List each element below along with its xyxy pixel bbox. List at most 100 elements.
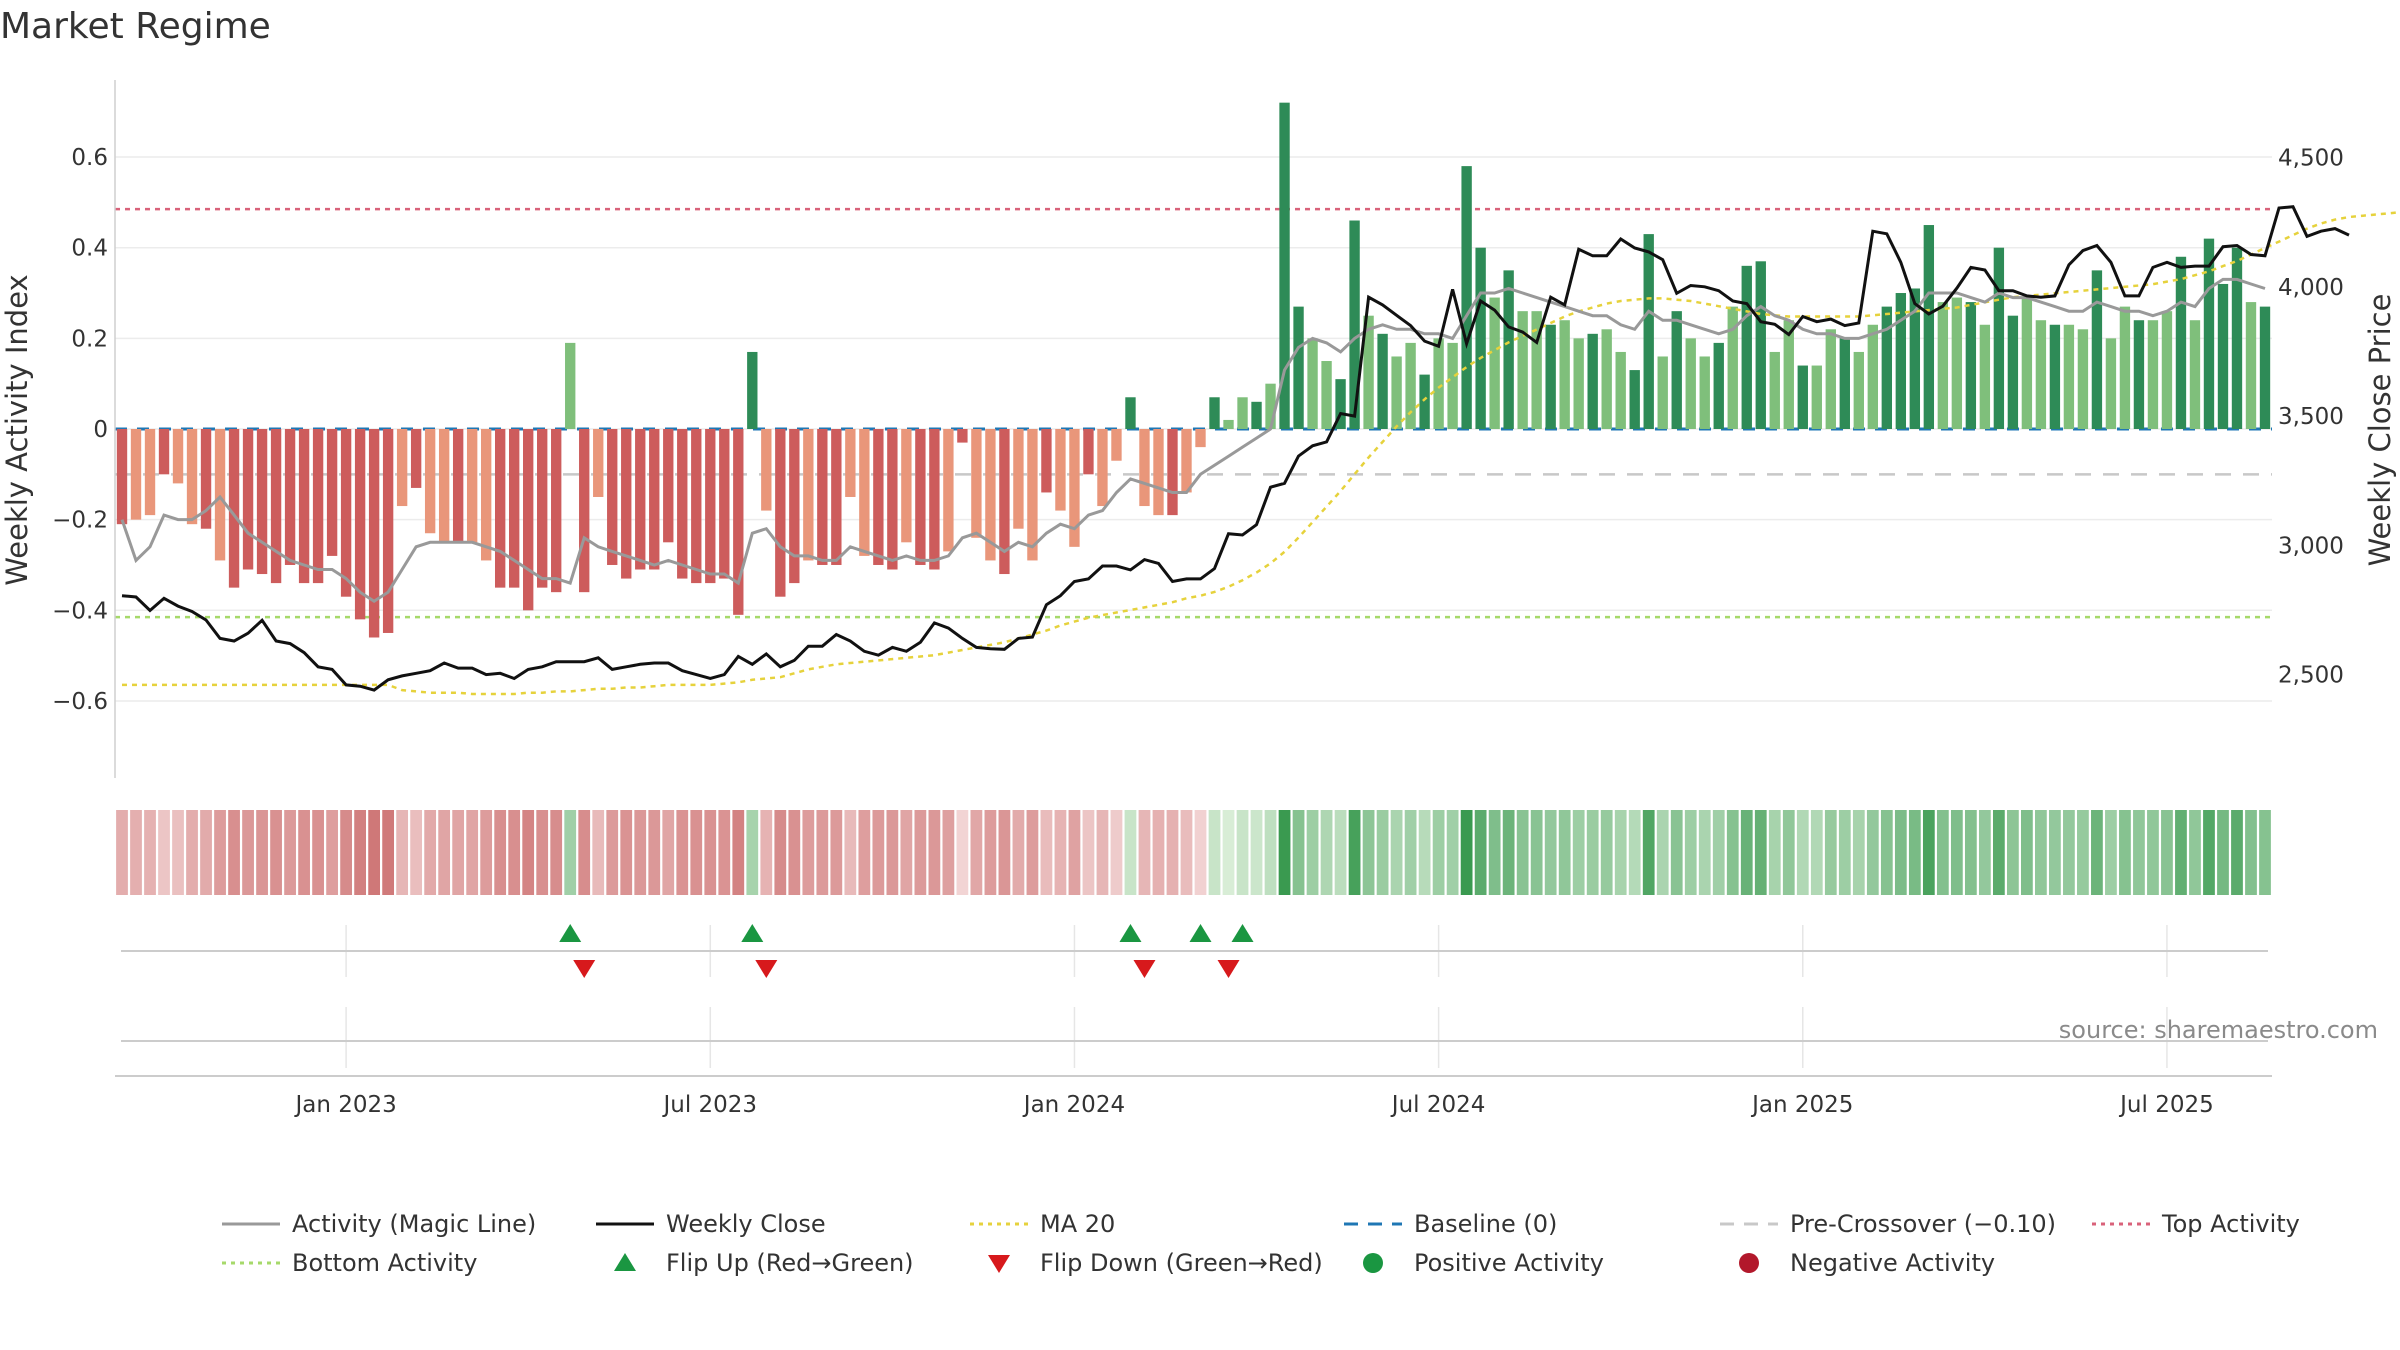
activity-bar [1923, 225, 1935, 429]
regime-cell [298, 810, 310, 895]
regime-cell [424, 810, 437, 895]
legend-item: Flip Up (Red→Green) [614, 1249, 914, 1277]
regime-cell [2175, 810, 2187, 895]
flip-down-marker [1133, 960, 1156, 978]
activity-bar [1265, 383, 1276, 429]
regime-cell [466, 810, 479, 895]
regime-cell [536, 810, 549, 895]
regime-cell [1488, 810, 1501, 895]
regime-cell [2035, 810, 2047, 895]
regime-cell [1334, 810, 1347, 895]
regime-cell [438, 810, 451, 895]
regime-cell [886, 810, 899, 895]
legend-label: Top Activity [2161, 1210, 2300, 1238]
activity-bar [635, 429, 646, 570]
activity-bar [1349, 220, 1360, 429]
regime-cell [984, 810, 997, 895]
regime-cell [242, 810, 254, 895]
regime-cell [914, 810, 927, 895]
activity-bar [565, 342, 576, 429]
activity-bar [1811, 365, 1822, 429]
regime-cell [1698, 810, 1711, 895]
activity-bar [1839, 338, 1850, 429]
regime-cell [1320, 810, 1333, 895]
regime-cell [2259, 810, 2271, 895]
ma20-line [122, 211, 2400, 696]
regime-cell [1110, 810, 1123, 895]
regime-cell [382, 810, 395, 895]
activity-bar [509, 429, 520, 588]
flip-down-marker [573, 960, 596, 978]
activity-bar [1111, 429, 1122, 461]
regime-cell [788, 810, 801, 895]
x-tick-label: Jul 2023 [661, 1092, 757, 1118]
regime-cell [1068, 810, 1081, 895]
regime-cell [816, 810, 829, 895]
y-left-tick-label: 0.6 [71, 145, 108, 171]
legend-label: Baseline (0) [1414, 1210, 1557, 1238]
legend-item: Baseline (0) [1344, 1210, 1557, 1238]
regime-cell [662, 810, 675, 895]
regime-cell [1362, 810, 1375, 895]
y-axis-right-label: Weekly Close Price [2363, 294, 2397, 567]
activity-bar [705, 429, 716, 584]
legend-label: Pre-Crossover (−0.10) [1790, 1210, 2056, 1238]
regime-cell [1348, 810, 1361, 895]
activity-bar [1223, 419, 1234, 429]
regime-cell [1852, 810, 1865, 895]
activity-bar [2035, 320, 2047, 429]
activity-bar [1125, 397, 1136, 429]
regime-cell [1460, 810, 1473, 895]
regime-cell [2231, 810, 2243, 895]
activity-bar [1517, 311, 1528, 429]
activity-bar [789, 429, 800, 584]
flip-up-marker [1119, 924, 1142, 942]
regime-cell [1978, 810, 1991, 895]
y-axis-left-label: Weekly Activity Index [0, 274, 34, 585]
activity-bar [1951, 297, 1963, 429]
activity-bar [1909, 288, 1921, 429]
activity-bar [2119, 306, 2131, 429]
activity-bar [999, 429, 1010, 575]
activity-bar [537, 429, 548, 588]
activity-bar [2245, 302, 2257, 429]
activity-bar [915, 429, 926, 565]
regime-cell [130, 810, 142, 895]
regime-cell [1684, 810, 1697, 895]
regime-cell [578, 810, 591, 895]
regime-cell [1194, 810, 1207, 895]
activity-bar [649, 429, 660, 570]
activity-bar [1979, 324, 1991, 429]
x-tick-label: Jul 2024 [1390, 1092, 1486, 1118]
regime-cell [1376, 810, 1389, 895]
flip-down-marker [755, 960, 778, 978]
activity-bar [2231, 247, 2243, 429]
regime-cell [2189, 810, 2201, 895]
axes: −0.6 −0.4 −0.2 0 0.2 0.4 0.6 2,500 3,000 3,500 4,0… [52, 80, 2344, 1118]
activity-bar [354, 429, 366, 620]
activity-bar [971, 429, 982, 538]
activity-bar [438, 429, 450, 543]
y-right-tick-label: 3,000 [2278, 533, 2344, 559]
activity-bar [1587, 333, 1598, 429]
magic-line [120, 277, 2266, 603]
y-left-tick-label: −0.2 [52, 508, 108, 534]
regime-cell [410, 810, 423, 895]
activity-bar [1601, 329, 1612, 429]
activity-bar [887, 429, 898, 570]
activity-bar [1853, 351, 1864, 429]
activity-bar [775, 429, 786, 597]
legend-swatch [614, 1253, 636, 1271]
activity-bar [2189, 320, 2201, 429]
activity-bar [1167, 429, 1178, 516]
flip-up-marker [1231, 924, 1254, 942]
activity-bar [1685, 338, 1696, 429]
regime-cell [1026, 810, 1039, 895]
regime-cell [1558, 810, 1571, 895]
activity-bar [1895, 293, 1907, 429]
regime-cell [2006, 810, 2019, 895]
activity-bar [2063, 324, 2075, 429]
regime-cell [1124, 810, 1137, 895]
activity-bar [200, 429, 212, 529]
regime-cell [620, 810, 633, 895]
